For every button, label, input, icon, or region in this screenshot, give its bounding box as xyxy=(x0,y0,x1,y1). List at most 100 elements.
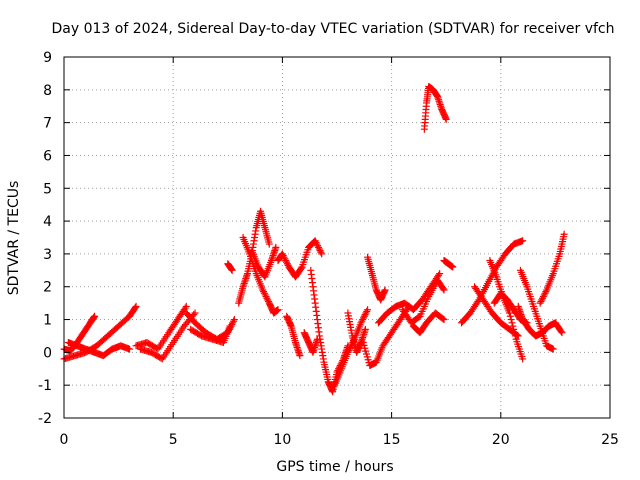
data-point xyxy=(542,288,550,296)
y-axis-label: SDTVAR / TECUs xyxy=(6,181,22,296)
data-point xyxy=(537,297,545,305)
data-point xyxy=(315,245,323,253)
data-point xyxy=(280,253,288,261)
data-point xyxy=(364,306,372,314)
data-point xyxy=(281,255,289,263)
data-point xyxy=(296,352,304,360)
data-point xyxy=(318,250,326,258)
data-point xyxy=(261,291,269,299)
data-point xyxy=(540,291,548,299)
data-point xyxy=(264,296,272,304)
data-point xyxy=(474,297,482,305)
y-tick-label: 1 xyxy=(43,313,52,329)
data-point xyxy=(510,325,518,333)
data-point xyxy=(265,240,273,248)
series-arc-07 xyxy=(187,322,234,347)
data-point xyxy=(182,302,190,310)
data-point xyxy=(344,348,352,356)
data-point xyxy=(272,243,280,251)
data-point xyxy=(439,285,447,293)
data-point xyxy=(449,263,457,271)
data-point xyxy=(506,309,514,317)
series-arc-11 xyxy=(248,243,280,281)
data-point xyxy=(558,329,566,337)
data-point xyxy=(132,302,140,310)
data-point xyxy=(435,271,443,279)
data-point xyxy=(509,322,517,330)
series-arc-22 xyxy=(409,309,448,337)
data-point xyxy=(549,345,557,353)
data-point xyxy=(560,230,568,238)
data-point xyxy=(363,307,371,315)
series-arc-10 xyxy=(239,234,282,317)
data-point xyxy=(538,296,546,304)
series-arc-05 xyxy=(136,309,199,363)
data-point xyxy=(314,243,322,251)
series-arc-13 xyxy=(283,312,304,360)
y-tick-label: 2 xyxy=(43,280,52,296)
data-point xyxy=(519,237,527,245)
y-tick-label: 5 xyxy=(43,181,52,197)
data-point xyxy=(126,345,134,353)
data-point xyxy=(508,319,516,327)
y-tick-labels: -2 -1 0 1 2 3 4 5 6 7 8 9 xyxy=(38,50,52,427)
y-tick-label: -2 xyxy=(38,411,52,427)
data-point xyxy=(314,242,322,250)
data-point xyxy=(282,258,290,266)
data-points xyxy=(60,83,568,396)
series-arc-17 xyxy=(344,309,369,356)
series-arc-12 xyxy=(274,237,326,281)
series-arc-03 xyxy=(64,339,134,360)
data-point xyxy=(181,304,189,312)
data-point xyxy=(312,238,320,246)
series-arc-15 xyxy=(300,329,321,356)
data-point xyxy=(511,332,519,340)
series-arc-08 xyxy=(224,260,236,274)
data-point xyxy=(279,252,287,260)
data-point xyxy=(361,325,369,333)
data-point xyxy=(259,286,267,294)
plot-frame xyxy=(63,56,611,419)
data-point xyxy=(230,317,238,325)
data-point xyxy=(439,315,447,323)
data-point xyxy=(359,314,367,322)
data-point xyxy=(346,343,354,351)
x-tick-labels: 0 5 10 15 20 25 xyxy=(60,432,619,448)
series-arc-20 xyxy=(374,270,444,327)
data-point xyxy=(311,237,319,245)
x-tick-label: 10 xyxy=(273,432,291,448)
data-point xyxy=(442,115,450,123)
chart-title: Day 013 of 2024, Sidereal Day-to-day VTE… xyxy=(51,21,614,37)
data-point xyxy=(226,322,234,330)
x-tick-label: 0 xyxy=(60,432,69,448)
data-point xyxy=(360,312,368,320)
data-point xyxy=(283,260,291,268)
data-point xyxy=(436,270,444,278)
data-point xyxy=(358,317,366,325)
data-point xyxy=(282,256,290,264)
data-point xyxy=(191,309,199,317)
series-arc-29 xyxy=(516,266,557,353)
data-point xyxy=(557,327,565,335)
series-arc-24 xyxy=(440,256,457,271)
data-point xyxy=(91,312,99,320)
data-point xyxy=(523,319,531,327)
y-tick-label: 7 xyxy=(43,116,52,132)
data-point xyxy=(506,312,514,320)
data-point xyxy=(278,250,286,258)
y-tick-label: 6 xyxy=(43,148,52,164)
data-point xyxy=(440,316,448,324)
data-point xyxy=(345,347,353,355)
series-arc-21 xyxy=(399,276,448,327)
data-point xyxy=(262,293,270,301)
data-point xyxy=(539,293,547,301)
series-arc-23 xyxy=(420,83,450,133)
data-point xyxy=(361,311,369,319)
data-point xyxy=(228,266,236,274)
series-arc-19 xyxy=(359,302,413,369)
data-point xyxy=(131,304,139,312)
y-tick-label: 8 xyxy=(43,83,52,99)
data-point xyxy=(263,294,271,302)
